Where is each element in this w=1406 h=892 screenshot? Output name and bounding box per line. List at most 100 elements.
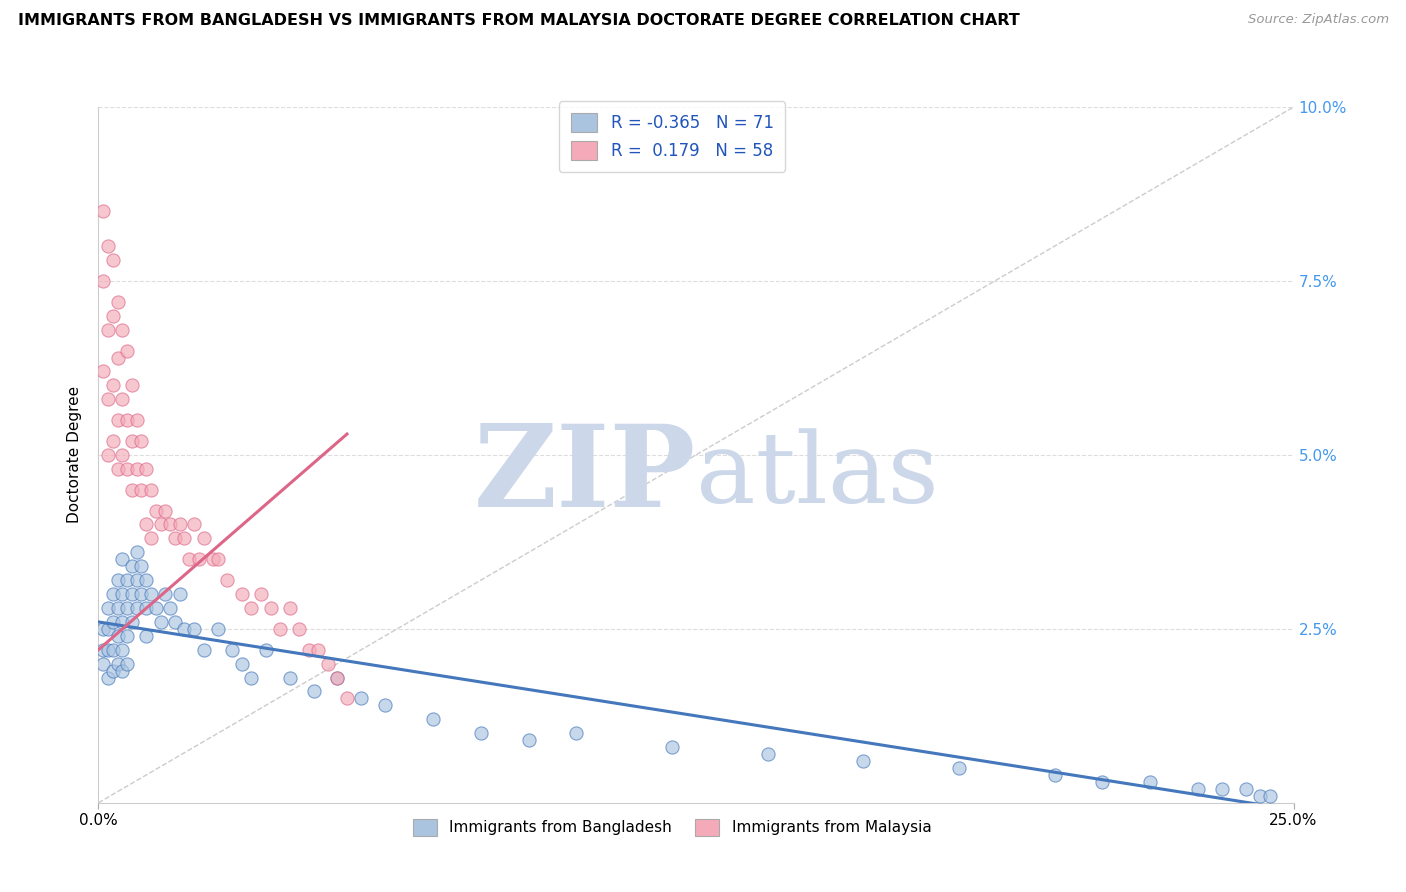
Point [111, 392, 134, 407]
Point [111, 664, 134, 678]
Point [193, 532, 215, 546]
Point [121, 483, 143, 497]
Point [131, 483, 153, 497]
Point [115, 629, 138, 643]
Point [111, 615, 134, 629]
Point [101, 664, 124, 678]
Point [259, 601, 281, 615]
Point [107, 294, 129, 309]
Point [207, 552, 229, 566]
Point [97, 642, 120, 657]
Point [288, 622, 311, 636]
Point [852, 754, 875, 768]
Point [139, 532, 162, 546]
Point [115, 573, 138, 587]
Point [97, 392, 120, 407]
Point [207, 622, 229, 636]
Point [115, 601, 138, 615]
Point [565, 726, 588, 740]
Point [661, 740, 683, 755]
Point [187, 552, 209, 566]
Point [101, 309, 124, 323]
Point [115, 343, 138, 358]
Legend: Immigrants from Bangladesh, Immigrants from Malaysia: Immigrants from Bangladesh, Immigrants f… [405, 811, 939, 844]
Point [145, 503, 167, 517]
Point [159, 601, 181, 615]
Point [135, 629, 157, 643]
Text: IMMIGRANTS FROM BANGLADESH VS IMMIGRANTS FROM MALAYSIA DOCTORATE DEGREE CORRELAT: IMMIGRANTS FROM BANGLADESH VS IMMIGRANTS… [18, 13, 1019, 29]
Text: atlas: atlas [696, 428, 939, 524]
Point [316, 657, 339, 671]
Point [422, 712, 444, 726]
Point [101, 253, 124, 268]
Point [240, 671, 263, 685]
Point [1258, 789, 1281, 803]
Point [159, 517, 181, 532]
Text: ZIP: ZIP [474, 420, 696, 532]
Point [101, 642, 124, 657]
Point [125, 413, 148, 427]
Point [269, 622, 291, 636]
Point [231, 587, 253, 601]
Point [169, 517, 191, 532]
Point [121, 615, 143, 629]
Point [131, 559, 153, 574]
Point [97, 622, 120, 636]
Point [1211, 781, 1233, 796]
Point [111, 552, 134, 566]
Point [139, 483, 162, 497]
Point [278, 671, 301, 685]
Point [1091, 775, 1114, 789]
Point [107, 573, 129, 587]
Point [1139, 775, 1161, 789]
Point [125, 573, 148, 587]
Point [107, 413, 129, 427]
Point [91, 657, 114, 671]
Point [193, 642, 215, 657]
Point [101, 378, 124, 392]
Point [240, 601, 263, 615]
Point [135, 462, 157, 476]
Point [183, 622, 205, 636]
Point [91, 364, 114, 378]
Point [149, 615, 172, 629]
Point [121, 559, 143, 574]
Point [183, 517, 205, 532]
Point [107, 462, 129, 476]
Point [1187, 781, 1209, 796]
Point [111, 642, 134, 657]
Point [307, 642, 329, 657]
Text: Source: ZipAtlas.com: Source: ZipAtlas.com [1249, 13, 1389, 27]
Point [111, 323, 134, 337]
Point [91, 622, 114, 636]
Point [336, 691, 359, 706]
Point [1234, 781, 1257, 796]
Point [131, 587, 153, 601]
Point [97, 601, 120, 615]
Point [145, 601, 167, 615]
Point [155, 503, 177, 517]
Point [221, 642, 243, 657]
Point [107, 629, 129, 643]
Point [91, 274, 114, 288]
Point [101, 615, 124, 629]
Point [97, 323, 120, 337]
Point [163, 532, 186, 546]
Point [121, 434, 143, 448]
Point [97, 239, 120, 253]
Point [115, 657, 138, 671]
Point [250, 587, 273, 601]
Point [97, 671, 120, 685]
Point [278, 601, 301, 615]
Point [131, 434, 153, 448]
Point [107, 351, 129, 365]
Point [231, 657, 253, 671]
Point [326, 671, 349, 685]
Point [91, 642, 114, 657]
Point [111, 448, 134, 462]
Point [169, 587, 191, 601]
Point [517, 733, 540, 747]
Point [217, 573, 239, 587]
Point [97, 448, 120, 462]
Point [107, 601, 129, 615]
